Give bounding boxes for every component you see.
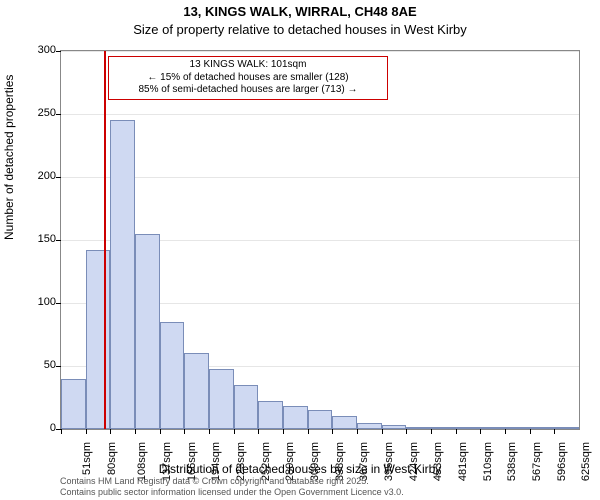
x-tick-mark	[234, 429, 235, 434]
histogram-bar	[357, 423, 382, 429]
x-tick-mark	[357, 429, 358, 434]
y-tick-label: 150	[16, 233, 56, 245]
x-tick-mark	[332, 429, 333, 434]
y-tick-label: 200	[16, 170, 56, 182]
footer-line-2: Contains public sector information licen…	[60, 487, 404, 498]
y-tick-label: 0	[16, 422, 56, 434]
gridline	[61, 114, 579, 115]
histogram-bar	[554, 427, 579, 429]
y-tick-label: 50	[16, 359, 56, 371]
histogram-bar	[332, 416, 357, 429]
x-tick-mark	[406, 429, 407, 434]
x-axis-label: Distribution of detached houses by size …	[0, 462, 600, 476]
footer-attribution: Contains HM Land Registry data © Crown c…	[60, 476, 404, 498]
histogram-bar	[61, 379, 86, 429]
x-tick-mark	[258, 429, 259, 434]
x-tick-mark	[283, 429, 284, 434]
x-tick-mark	[530, 429, 531, 434]
chart-container: 13, KINGS WALK, WIRRAL, CH48 8AE Size of…	[0, 0, 600, 500]
x-tick-mark	[431, 429, 432, 434]
chart-title-sub: Size of property relative to detached ho…	[0, 22, 600, 37]
x-tick-mark	[480, 429, 481, 434]
histogram-bar	[209, 369, 234, 429]
annotation-callout: 13 KINGS WALK: 101sqm← 15% of detached h…	[108, 56, 388, 100]
y-tick-mark	[56, 240, 61, 241]
x-tick-mark	[61, 429, 62, 434]
histogram-bar	[480, 427, 505, 429]
annotation-line: 13 KINGS WALK: 101sqm	[113, 59, 383, 72]
histogram-bar	[234, 385, 259, 429]
y-tick-mark	[56, 51, 61, 52]
y-tick-mark	[56, 303, 61, 304]
histogram-bar	[258, 401, 283, 429]
histogram-bar	[110, 120, 135, 429]
x-tick-mark	[160, 429, 161, 434]
histogram-bar	[431, 427, 456, 429]
y-tick-label: 250	[16, 107, 56, 119]
histogram-bar	[382, 425, 407, 429]
histogram-bar	[160, 322, 185, 429]
histogram-bar	[308, 410, 333, 429]
y-tick-label: 300	[16, 44, 56, 56]
y-tick-label: 100	[16, 296, 56, 308]
histogram-bar	[184, 353, 209, 429]
histogram-bar	[456, 427, 481, 429]
footer-line-1: Contains HM Land Registry data © Crown c…	[60, 476, 404, 487]
x-tick-mark	[382, 429, 383, 434]
histogram-bar	[86, 250, 111, 429]
annotation-line: 85% of semi-detached houses are larger (…	[113, 84, 383, 97]
x-tick-mark	[110, 429, 111, 434]
x-tick-mark	[184, 429, 185, 434]
y-tick-mark	[56, 366, 61, 367]
y-tick-mark	[56, 114, 61, 115]
histogram-bar	[505, 427, 530, 429]
plot-area: 13 KINGS WALK: 101sqm← 15% of detached h…	[60, 50, 580, 430]
x-tick-mark	[554, 429, 555, 434]
histogram-bar	[283, 406, 308, 429]
x-tick-mark	[86, 429, 87, 434]
gridline	[61, 177, 579, 178]
y-tick-mark	[56, 177, 61, 178]
chart-title-main: 13, KINGS WALK, WIRRAL, CH48 8AE	[0, 4, 600, 19]
x-tick-mark	[505, 429, 506, 434]
histogram-bar	[135, 234, 160, 429]
x-tick-mark	[456, 429, 457, 434]
reference-marker-line	[104, 51, 106, 429]
x-tick-mark	[308, 429, 309, 434]
annotation-line: ← 15% of detached houses are smaller (12…	[113, 72, 383, 85]
x-tick-mark	[209, 429, 210, 434]
gridline	[61, 51, 579, 52]
histogram-bar	[406, 427, 431, 429]
histogram-bar	[530, 427, 555, 429]
x-tick-mark	[135, 429, 136, 434]
y-axis-label: Number of detached properties	[2, 75, 16, 240]
